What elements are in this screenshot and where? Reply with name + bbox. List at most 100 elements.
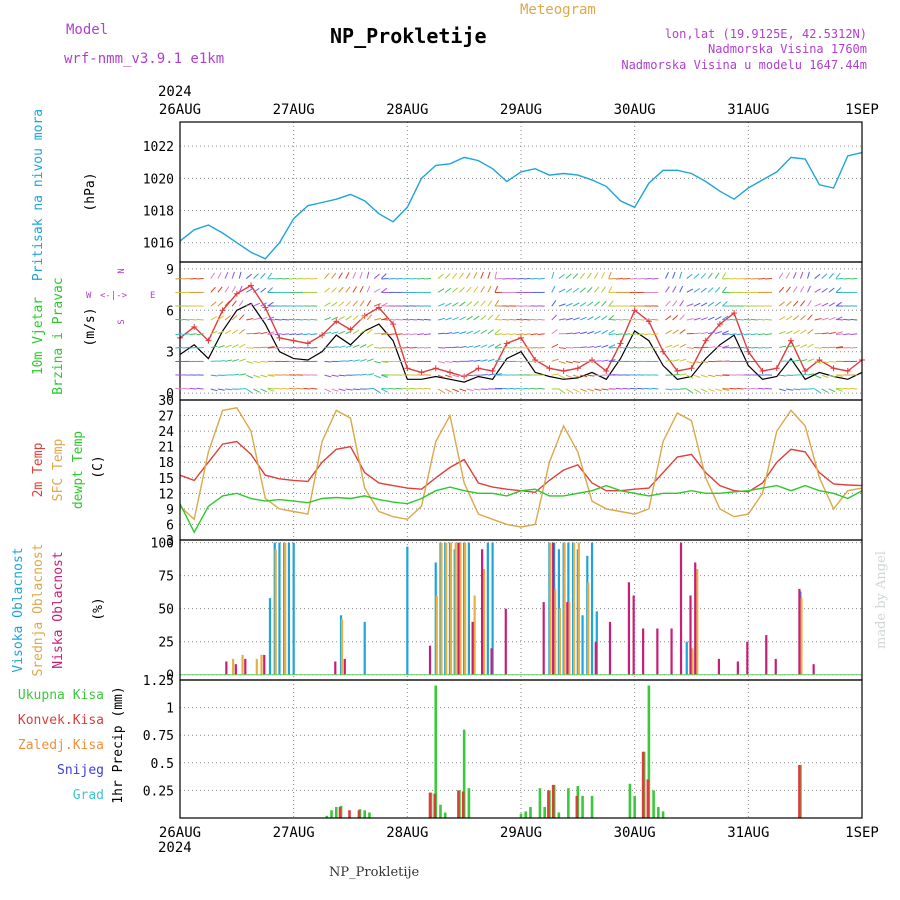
wind-arrow	[466, 374, 474, 377]
wind-arrow	[374, 360, 382, 364]
mid_cloud-bar	[558, 608, 561, 675]
product-title: Meteogram	[520, 2, 596, 18]
low_cloud-bar	[542, 602, 545, 675]
wind-arrow	[437, 273, 444, 279]
wind-arrow	[551, 358, 559, 362]
mid_cloud-bar	[340, 619, 344, 675]
wind-arrow	[374, 347, 382, 349]
wind-arrow	[587, 374, 595, 377]
wind-arrow	[736, 318, 744, 321]
wind-arrow	[572, 317, 580, 321]
precip_total-bar	[439, 804, 442, 818]
wind-arrow	[217, 272, 222, 279]
wind-arrow	[850, 387, 858, 390]
low_cloud-bar	[594, 641, 597, 675]
wind-arrow	[693, 360, 701, 364]
wind-arrow	[786, 330, 793, 335]
wind-arrow	[714, 286, 721, 293]
low_cloud-bar	[504, 608, 507, 675]
wind-arrow	[601, 300, 607, 307]
wind-arrow	[516, 387, 524, 390]
wind-arrow	[459, 345, 467, 349]
mid_cloud-bar	[473, 595, 476, 675]
wind-arrow	[246, 288, 253, 293]
precip_total-bar	[657, 806, 660, 818]
precip_total-bar	[661, 811, 665, 818]
bottom-tick-label: 26AUG	[159, 825, 201, 841]
mid_cloud-bar	[445, 542, 448, 675]
wind-arrow	[303, 387, 311, 390]
wind-arrow	[345, 286, 351, 293]
wind-arrow	[800, 300, 806, 307]
wind-arrow	[785, 272, 791, 279]
wind-arrow	[850, 333, 858, 336]
wind-arrow	[509, 387, 517, 390]
wind-arrow	[637, 318, 645, 321]
wind-arrow	[438, 347, 446, 349]
pressure-ylabel: Pritisak na nivou mora	[31, 109, 46, 281]
low_cloud-bar	[490, 648, 493, 675]
wind-arrow	[324, 331, 332, 335]
wind-arrow	[231, 285, 236, 293]
precip_total-bar	[330, 810, 333, 818]
wind-arrow	[402, 333, 410, 336]
wind-arrow	[799, 271, 804, 279]
wind-arrow	[331, 346, 339, 349]
wind-arrow	[686, 347, 694, 349]
high_cloud-bar	[467, 542, 471, 675]
wind-arrow	[366, 314, 373, 321]
wind-arrow	[452, 302, 459, 307]
wind-arrow	[572, 388, 580, 393]
low_cloud-bar	[694, 562, 697, 675]
y-tick-label: 1020	[143, 172, 174, 187]
y-tick-label: 18	[158, 456, 174, 471]
wind-arrow	[423, 318, 432, 321]
wind-arrow	[303, 318, 311, 321]
low_cloud-bar	[642, 628, 645, 675]
wind-arrow	[238, 329, 245, 335]
precip_conv-bar	[575, 795, 579, 818]
high-cloud-label: Visoka Oblacnost	[11, 547, 26, 672]
wind-arrow	[196, 333, 204, 336]
wind-arrow	[352, 388, 360, 391]
wind-arrow	[637, 387, 645, 390]
wind-arrow	[715, 388, 723, 392]
wind-arrow	[637, 333, 645, 336]
wind-arrow	[452, 360, 460, 363]
wind-arrow	[672, 271, 676, 279]
location-title: NP_Prokletije	[330, 24, 487, 48]
wind-arrow	[799, 285, 805, 293]
precip_total-bar	[557, 812, 561, 818]
wind-arrow	[679, 314, 685, 321]
mid_cloud-bar	[691, 648, 694, 675]
wind-arrow	[487, 358, 495, 362]
wind-arrow	[175, 387, 183, 390]
precip_conv-bar	[461, 791, 465, 818]
wind-arrow	[281, 387, 289, 390]
clouds-panel: 0 25 50 75 100	[151, 537, 863, 684]
wind-arrow	[238, 271, 242, 279]
wind-arrow	[708, 346, 716, 349]
low_cloud-bar	[471, 621, 474, 675]
pressure-panel: 1016 1018 1020 1022	[143, 121, 863, 263]
wind-arrow	[686, 360, 694, 364]
wind-arrow	[565, 360, 573, 364]
mid_cloud-bar	[454, 542, 457, 675]
wind-arrow	[381, 374, 389, 378]
wind-arrow	[722, 318, 730, 321]
wind-arrow	[558, 347, 566, 350]
wind-arrow	[807, 314, 813, 321]
wind-arrow	[644, 333, 652, 336]
wind-arrow	[260, 360, 268, 363]
wind-arrow	[267, 388, 275, 392]
precip_total-bar	[434, 685, 438, 818]
wind-arrow	[388, 387, 396, 390]
wind-arrow	[182, 387, 190, 390]
low_cloud-bar	[774, 658, 777, 675]
y-tick-label: 27	[158, 410, 174, 425]
wind-arrow	[707, 287, 714, 293]
low_cloud-bar	[632, 595, 635, 675]
wind-arrow	[672, 314, 679, 321]
wind-arrow	[587, 345, 595, 349]
wind-arrow	[693, 302, 701, 307]
